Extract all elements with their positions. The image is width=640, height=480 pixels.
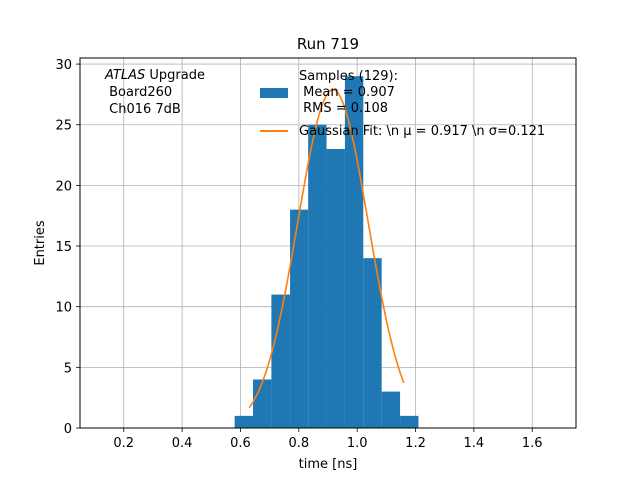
y-tick-label: 30 xyxy=(55,58,72,73)
x-tick-label: 0.6 xyxy=(230,436,251,451)
plot-frame xyxy=(79,57,577,429)
x-tick-label: 1.4 xyxy=(464,436,485,451)
annotation-upgrade: Upgrade xyxy=(145,68,205,83)
annotation-line-1: ATLAS Upgrade xyxy=(104,68,205,83)
annotation-atlas: ATLAS xyxy=(104,68,145,83)
y-tick-label: 25 xyxy=(55,119,72,134)
histogram-bar xyxy=(326,148,345,428)
annotation-line-3: Ch016 7dB xyxy=(105,102,181,117)
legend-samples-swatch xyxy=(260,88,288,98)
histogram-bar xyxy=(234,415,254,428)
histogram-bar xyxy=(381,391,401,428)
y-axis-ticks: 0 5 10 15 20 25 30 xyxy=(55,58,80,437)
y-axis-label: Entries xyxy=(33,220,48,266)
legend-samples-line: Samples (129): xyxy=(299,69,398,84)
gaussian-fit xyxy=(248,88,405,409)
histogram-bar xyxy=(344,76,364,429)
chart-title: Run 719 xyxy=(297,35,359,53)
y-tick-label: 15 xyxy=(55,240,72,255)
histogram-bar xyxy=(308,124,327,428)
histogram-bars xyxy=(234,76,419,429)
histogram-bar xyxy=(253,379,272,428)
y-tick-label: 0 xyxy=(64,422,72,437)
x-tick-label: 1.6 xyxy=(522,436,543,451)
y-tick-label: 20 xyxy=(55,179,72,194)
histogram-bar xyxy=(290,209,309,428)
x-tick-label: 0.4 xyxy=(172,436,193,451)
histogram-bar xyxy=(400,415,419,428)
histogram-bar xyxy=(271,294,291,428)
x-tick-label: 0.8 xyxy=(288,436,309,451)
fit-curve xyxy=(248,88,405,409)
legend-samples-line: Mean = 0.907 xyxy=(299,85,395,100)
y-tick-label: 10 xyxy=(55,301,72,316)
x-tick-label: 1.0 xyxy=(347,436,368,451)
y-tick-label: 5 xyxy=(64,361,72,376)
legend-fit-label: Gaussian Fit: \n μ = 0.917 \n σ=0.121 xyxy=(299,124,545,139)
legend-samples-label: Samples (129): Mean = 0.907 RMS = 0.108 xyxy=(299,69,398,116)
legend-samples-line: RMS = 0.108 xyxy=(299,101,388,116)
atlas-annotation: ATLAS Upgrade Board260 Ch016 7dB xyxy=(104,68,205,117)
x-axis-label: time [ns] xyxy=(299,457,358,472)
x-tick-label: 0.2 xyxy=(113,436,134,451)
x-tick-label: 1.2 xyxy=(405,436,426,451)
histogram-bar xyxy=(363,258,382,428)
legend: Samples (129): Mean = 0.907 RMS = 0.108 … xyxy=(260,69,545,139)
x-axis-ticks: 0.2 0.4 0.6 0.8 1.0 1.2 1.4 1.6 xyxy=(113,428,543,451)
annotation-line-2: Board260 xyxy=(105,85,172,100)
